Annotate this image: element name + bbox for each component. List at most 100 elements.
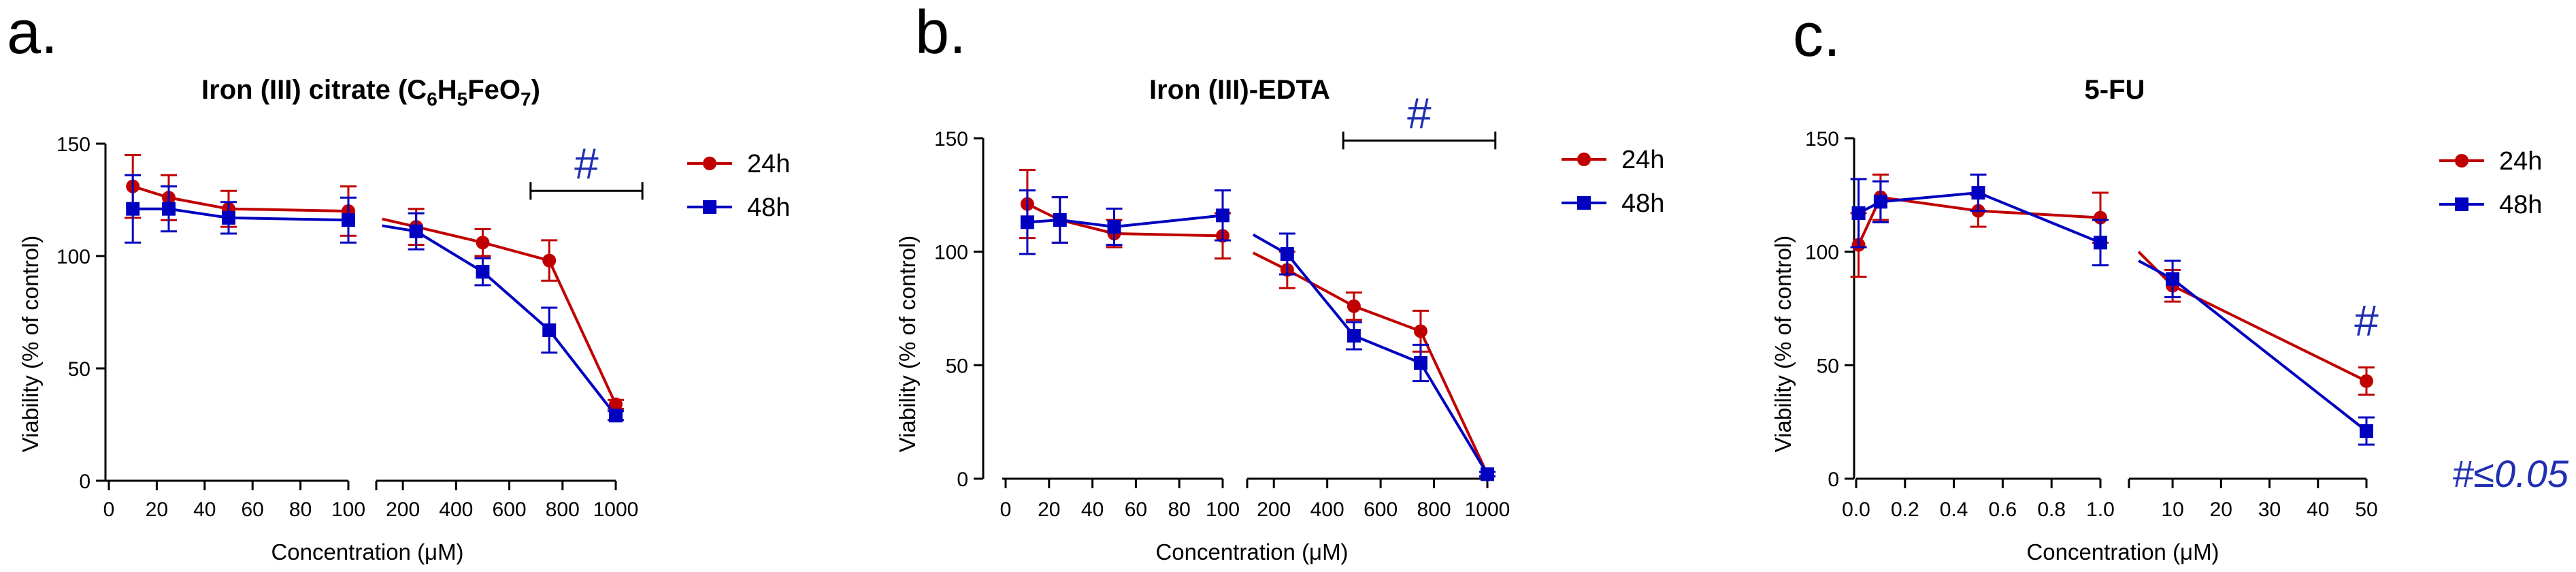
y-tick-label: 100 [1805,242,1839,264]
marker-24h [542,253,557,268]
x-tick-label: 0.2 [1891,498,1919,521]
y-tick-label: 150 [1805,128,1839,150]
x-tick-label: 20 [1038,498,1060,521]
legend-24h-marker [703,157,716,170]
panel-a-title: Iron (III) citrate (C6H5FeO7) [201,75,540,110]
x-tick-label: 20 [146,498,168,521]
panel-c-xlabel: Concentration (μM) [2026,539,2219,565]
significance-mark: # [574,139,599,188]
x-tick-label: 1000 [593,498,639,521]
panel-c-legend: 24h 48h [2439,147,2542,219]
marker-24h [1347,299,1361,313]
x-tick-label: 100 [331,498,365,521]
x-tick-label: 600 [493,498,527,521]
marker-48h [222,210,235,225]
legend-48h-label: 48h [2499,191,2542,219]
marker-48h [542,323,557,337]
x-tick-label: 1000 [1465,498,1510,521]
x-tick-label: 400 [1310,498,1344,521]
y-tick-label: 50 [946,355,968,377]
marker-24h [609,397,623,411]
panel-b-letter: b. [915,0,966,67]
x-tick-label: 80 [289,498,312,521]
panel-b-legend: 24h 48h [1562,146,1664,218]
y-tick-label: 0 [79,471,90,493]
series-24h-line [1252,251,1489,475]
significance-note: #≤0.05 [2452,452,2569,495]
x-tick-label: 1.0 [2086,498,2115,521]
marker-48h [2360,424,2373,438]
panel-b-xlabel: Concentration (μM) [1155,539,1348,565]
marker-24h [476,236,490,250]
panel-b: b. Iron (III)-EDTA Viability (% of contr… [895,0,1664,565]
legend-48h-marker [1577,196,1591,210]
legend-48h-marker [703,200,716,214]
marker-48h [1971,186,1985,200]
significance-mark: # [2354,296,2379,345]
y-tick-label: 150 [934,128,968,150]
x-tick-label: 0.8 [2037,498,2066,521]
panel-a-ylabel: Viability (% of control) [18,236,43,453]
panel-c-plot: 0 50 100 150 0.0 0.2 0.4 0.6 0.8 1.0 10 20 30 40 50 # [1805,128,2379,521]
legend-24h-label: 24h [747,150,790,178]
x-tick-label: 100 [1206,498,1240,521]
marker-48h [1280,247,1294,261]
panel-c: c. 5-FU Viability (% of control) Concent… [1770,1,2542,565]
y-tick-label: 150 [56,133,90,156]
x-tick-label: 0 [1000,498,1012,521]
marker-48h [409,224,423,238]
legend-48h-marker [2455,197,2468,211]
y-tick-label: 50 [1817,355,1839,377]
panel-b-ylabel: Viability (% of control) [895,236,920,453]
x-tick-label: 600 [1364,498,1398,521]
x-tick-label: 800 [1417,498,1451,521]
legend-24h-marker [1577,153,1591,166]
marker-48h [342,213,355,227]
panel-b-title: Iron (III)-EDTA [1149,75,1330,105]
marker-24h [1413,324,1427,338]
significance-mark: # [1407,89,1432,138]
marker-48h [1216,208,1229,223]
marker-48h [1107,220,1121,234]
x-tick-label: 0.6 [1989,498,2017,521]
legend-48h-label: 48h [747,193,790,222]
x-tick-label: 40 [193,498,216,521]
series-48h-line [133,207,349,222]
marker-48h [1053,213,1067,227]
series-24h-line [1027,202,1223,238]
series-48h-line [1027,214,1223,229]
x-tick-label: 40 [1081,498,1104,521]
marker-48h [1020,215,1034,229]
x-tick-label: 40 [2307,498,2329,521]
panel-a: a. Iron (III) citrate (C6H5FeO7) Viabili… [7,0,790,565]
series-48h-line [1857,191,2101,244]
x-tick-label: 80 [1168,498,1191,521]
series-24h-line [132,185,349,212]
panel-c-ylabel: Viability (% of control) [1770,236,1796,453]
panel-c-title: 5-FU [2085,75,2145,105]
series-48h-line [382,224,617,417]
marker-24h [2360,374,2373,388]
x-tick-label: 50 [2355,498,2377,521]
x-tick-label: 20 [2210,498,2232,521]
marker-48h [609,409,623,423]
legend-24h-label: 24h [2499,147,2542,176]
panel-a-xlabel: Concentration (μM) [271,539,463,565]
x-tick-label: 200 [386,498,420,521]
y-tick-label: 100 [56,246,90,268]
x-tick-label: 200 [1257,498,1291,521]
marker-48h [1873,195,1887,209]
panel-b-plot: 0 50 100 150 0 20 40 60 80 100 200 400 600 800 1000 # [934,89,1510,521]
y-tick-label: 0 [1828,468,1839,491]
panel-a-legend: 24h 48h [687,150,790,222]
marker-48h [1851,206,1866,220]
x-tick-label: 10 [2161,498,2183,521]
panel-a-plot: 0 50 100 150 0 20 40 60 80 100 200 400 600 800 1000 # [56,133,644,521]
x-tick-label: 60 [1125,498,1147,521]
legend-24h-label: 24h [1621,146,1664,174]
y-tick-label: 100 [934,242,968,264]
x-tick-label: 30 [2258,498,2281,521]
x-tick-label: 0.4 [1940,498,1968,521]
marker-48h [1481,467,1494,481]
marker-48h [1347,329,1361,343]
